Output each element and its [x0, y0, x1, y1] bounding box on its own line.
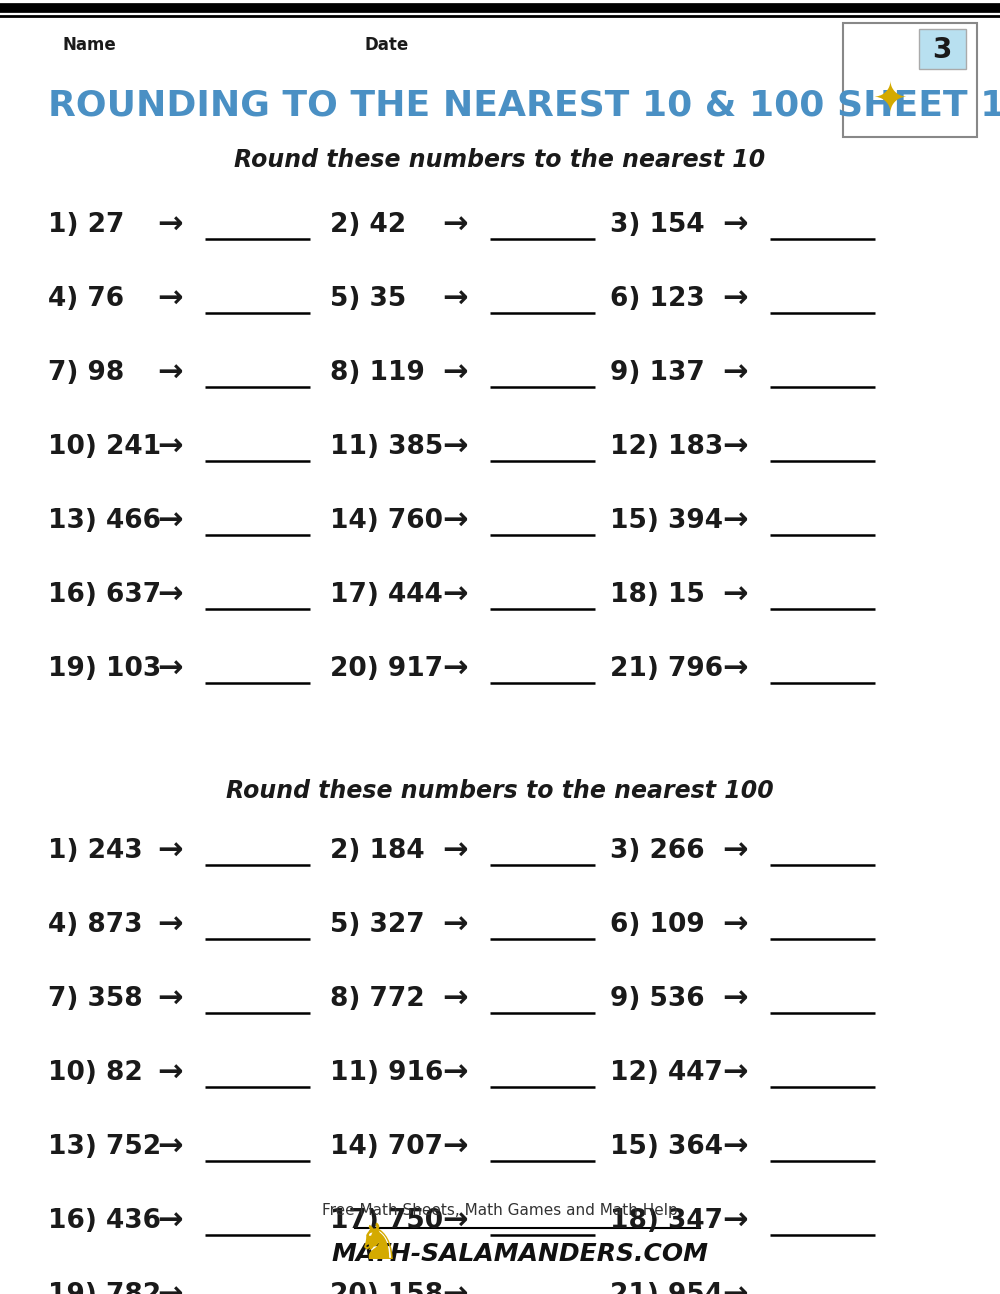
Text: 11) 385: 11) 385 [330, 433, 443, 459]
Text: 17) 750: 17) 750 [330, 1209, 443, 1234]
Text: 6) 123: 6) 123 [610, 286, 705, 312]
Text: 9) 137: 9) 137 [610, 360, 705, 386]
Text: →: → [157, 655, 183, 683]
Text: →: → [722, 211, 748, 239]
Text: 10) 241: 10) 241 [48, 433, 161, 459]
Text: 20) 158: 20) 158 [330, 1282, 443, 1294]
Text: →: → [157, 836, 183, 866]
Text: →: → [157, 285, 183, 313]
Text: →: → [442, 1281, 468, 1294]
Text: 15) 394: 15) 394 [610, 509, 723, 534]
Text: →: → [722, 911, 748, 939]
Text: →: → [157, 1132, 183, 1162]
Text: →: → [442, 285, 468, 313]
Text: →: → [157, 985, 183, 1013]
Text: ✦: ✦ [873, 79, 907, 122]
Text: 3: 3 [932, 36, 952, 63]
FancyBboxPatch shape [919, 28, 966, 69]
Text: →: → [722, 1281, 748, 1294]
Text: Round these numbers to the nearest 10: Round these numbers to the nearest 10 [234, 148, 766, 172]
Text: →: → [722, 836, 748, 866]
Text: Free Math Sheets, Math Games and Math Help: Free Math Sheets, Math Games and Math He… [322, 1202, 678, 1218]
Text: →: → [722, 506, 748, 536]
Text: 2) 184: 2) 184 [330, 839, 425, 864]
Text: →: → [157, 1058, 183, 1087]
Text: →: → [157, 581, 183, 609]
Text: 4) 873: 4) 873 [48, 912, 143, 938]
Text: →: → [722, 985, 748, 1013]
Text: →: → [442, 432, 468, 462]
Text: 10) 82: 10) 82 [48, 1060, 143, 1086]
Text: →: → [157, 1281, 183, 1294]
Text: 18) 15: 18) 15 [610, 582, 705, 608]
Text: →: → [722, 655, 748, 683]
Text: Round these numbers to the nearest 100: Round these numbers to the nearest 100 [226, 779, 774, 804]
Text: →: → [157, 432, 183, 462]
Text: 21) 954: 21) 954 [610, 1282, 723, 1294]
FancyBboxPatch shape [843, 23, 977, 137]
Text: Name: Name [62, 36, 116, 54]
Text: 3) 266: 3) 266 [610, 839, 705, 864]
Text: 5) 35: 5) 35 [330, 286, 406, 312]
Text: 14) 760: 14) 760 [330, 509, 443, 534]
Text: →: → [157, 211, 183, 239]
Text: →: → [442, 1206, 468, 1236]
Text: 19) 782: 19) 782 [48, 1282, 161, 1294]
Text: 11) 916: 11) 916 [330, 1060, 443, 1086]
Text: 3) 154: 3) 154 [610, 212, 705, 238]
Text: →: → [442, 655, 468, 683]
Text: →: → [722, 581, 748, 609]
Text: →: → [442, 358, 468, 387]
Text: 16) 637: 16) 637 [48, 582, 161, 608]
Text: 8) 119: 8) 119 [330, 360, 425, 386]
Text: 17) 444: 17) 444 [330, 582, 443, 608]
Text: 2) 42: 2) 42 [330, 212, 406, 238]
Text: →: → [157, 506, 183, 536]
Text: 5) 327: 5) 327 [330, 912, 425, 938]
Text: →: → [157, 1206, 183, 1236]
Text: 19) 103: 19) 103 [48, 656, 161, 682]
Text: →: → [157, 911, 183, 939]
Text: →: → [442, 506, 468, 536]
Text: →: → [442, 836, 468, 866]
Text: ♞: ♞ [356, 1222, 400, 1269]
Text: 12) 183: 12) 183 [610, 433, 723, 459]
Text: 14) 707: 14) 707 [330, 1134, 443, 1159]
Text: →: → [442, 581, 468, 609]
Text: 21) 796: 21) 796 [610, 656, 723, 682]
Text: →: → [442, 911, 468, 939]
Text: 6) 109: 6) 109 [610, 912, 705, 938]
Text: →: → [722, 358, 748, 387]
Text: →: → [442, 211, 468, 239]
Text: 13) 752: 13) 752 [48, 1134, 161, 1159]
Text: Date: Date [365, 36, 409, 54]
Text: 9) 536: 9) 536 [610, 986, 705, 1012]
Text: 20) 917: 20) 917 [330, 656, 443, 682]
Text: 12) 447: 12) 447 [610, 1060, 723, 1086]
Text: 8) 772: 8) 772 [330, 986, 425, 1012]
Text: 15) 364: 15) 364 [610, 1134, 723, 1159]
Text: →: → [722, 1206, 748, 1236]
Text: 18) 347: 18) 347 [610, 1209, 723, 1234]
Text: 1) 243: 1) 243 [48, 839, 143, 864]
Text: 1) 27: 1) 27 [48, 212, 124, 238]
Text: →: → [442, 1132, 468, 1162]
Text: ROUNDING TO THE NEAREST 10 & 100 SHEET 1: ROUNDING TO THE NEAREST 10 & 100 SHEET 1 [48, 88, 1000, 122]
Text: →: → [157, 358, 183, 387]
Text: 4) 76: 4) 76 [48, 286, 124, 312]
Text: →: → [722, 285, 748, 313]
Text: →: → [722, 432, 748, 462]
Text: →: → [442, 1058, 468, 1087]
Text: →: → [722, 1132, 748, 1162]
Text: 7) 358: 7) 358 [48, 986, 143, 1012]
Text: →: → [722, 1058, 748, 1087]
Text: MATH-SALAMANDERS.COM: MATH-SALAMANDERS.COM [332, 1242, 708, 1266]
Text: 13) 466: 13) 466 [48, 509, 161, 534]
Text: 16) 436: 16) 436 [48, 1209, 161, 1234]
Text: 7) 98: 7) 98 [48, 360, 124, 386]
Text: →: → [442, 985, 468, 1013]
